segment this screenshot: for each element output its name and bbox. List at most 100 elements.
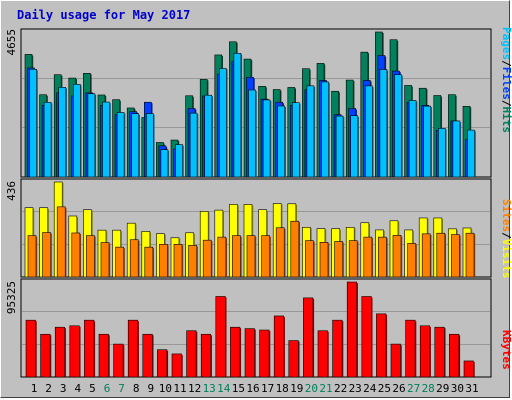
bar	[244, 328, 255, 378]
bar	[419, 325, 431, 378]
bar-shadow	[79, 233, 81, 277]
panel-bars	[25, 281, 475, 378]
x-tick-label: 8	[133, 382, 140, 395]
bar	[54, 326, 66, 378]
bar	[319, 242, 329, 278]
x-tick-label: 24	[363, 382, 377, 395]
bar	[305, 240, 314, 278]
bar	[186, 330, 197, 378]
bar-shadow	[269, 236, 271, 277]
bar	[363, 236, 373, 278]
x-tick-label: 15	[232, 382, 245, 395]
bar	[217, 236, 227, 278]
panel-legend: Pages/Files/Hits	[500, 27, 512, 133]
bar	[27, 235, 37, 278]
panel-legend: KBytes	[500, 330, 512, 370]
bar-shadow	[36, 236, 38, 277]
bar-shadow	[313, 241, 315, 277]
bar	[157, 349, 168, 378]
bar-shadow	[36, 70, 38, 177]
bar-shadow	[152, 335, 154, 377]
bar	[290, 220, 300, 278]
bar	[463, 360, 474, 378]
x-tick-label: 23	[349, 382, 362, 395]
bar-shadow	[284, 228, 286, 277]
bar-shadow	[108, 335, 110, 377]
x-tick-label: 20	[305, 382, 318, 395]
bar	[86, 235, 95, 278]
bar	[71, 232, 81, 278]
legend-entry: Pages	[500, 27, 512, 60]
bar-shadow	[342, 321, 344, 377]
bar	[171, 353, 182, 378]
bar-shadow	[255, 236, 257, 277]
bar	[232, 235, 241, 278]
x-tick-label: 29	[436, 382, 449, 395]
bar-shadow	[356, 283, 358, 377]
bar-shadow	[445, 129, 447, 177]
bar-shadow	[239, 328, 242, 377]
legend-entry: KBytes	[500, 330, 512, 370]
bar	[421, 233, 431, 278]
bar-shadow	[152, 248, 154, 277]
bar	[259, 329, 270, 378]
bar-shadow	[328, 243, 330, 277]
x-tick-label: 18	[276, 382, 289, 395]
bar-shadow	[299, 103, 301, 177]
bar-shadow	[240, 54, 243, 177]
x-tick-label: 26	[392, 382, 405, 395]
legend-entry: /	[500, 100, 512, 107]
bar-shadow	[153, 114, 155, 177]
x-tick-label: 13	[203, 382, 216, 395]
bar-shadow	[458, 335, 461, 377]
bar	[116, 112, 125, 178]
x-tick-label: 11	[173, 382, 186, 395]
bar	[127, 319, 138, 378]
bar	[200, 333, 211, 378]
bar-shadow	[138, 240, 140, 277]
bar-shadow	[79, 326, 81, 377]
x-tick-label: 27	[407, 382, 420, 395]
bar-shadow	[430, 234, 432, 277]
panel-bars	[24, 181, 476, 278]
bar	[204, 94, 212, 178]
bar-shadow	[474, 131, 476, 177]
bar-shadow	[240, 236, 242, 277]
bar-shadow	[226, 69, 228, 177]
bar-shadow	[371, 238, 373, 277]
bar	[423, 105, 432, 178]
bar	[58, 87, 67, 178]
bar	[407, 243, 416, 278]
bar	[364, 85, 373, 178]
bar	[84, 319, 95, 378]
bar	[465, 232, 475, 278]
bar-shadow	[371, 297, 373, 377]
x-tick-label: 5	[89, 382, 96, 395]
x-tick-label: 28	[422, 382, 435, 395]
bar	[348, 240, 358, 278]
bar	[436, 232, 446, 278]
bar	[321, 81, 329, 178]
legend-entry: Files	[500, 67, 512, 100]
bar	[159, 244, 168, 278]
bar-shadow	[401, 236, 403, 277]
bar-shadow	[225, 238, 227, 277]
bar-shadow	[312, 298, 315, 377]
bar-shadow	[50, 335, 52, 377]
bar-shadow	[211, 96, 213, 177]
bar	[146, 113, 154, 178]
legend-entry: Visits	[500, 239, 512, 279]
bar	[467, 129, 475, 178]
bar	[262, 99, 271, 178]
legend-entry: /	[500, 60, 512, 67]
bar-shadow	[166, 350, 169, 377]
legend-entry: /	[500, 232, 512, 239]
bar-shadow	[211, 241, 213, 277]
bar-shadow	[94, 94, 97, 177]
bar	[317, 330, 328, 378]
bar-shadow	[459, 235, 461, 277]
x-tick-label: 31	[465, 382, 478, 395]
bar-shadow	[123, 345, 125, 377]
bar-shadow	[415, 321, 417, 377]
bar	[100, 242, 110, 278]
